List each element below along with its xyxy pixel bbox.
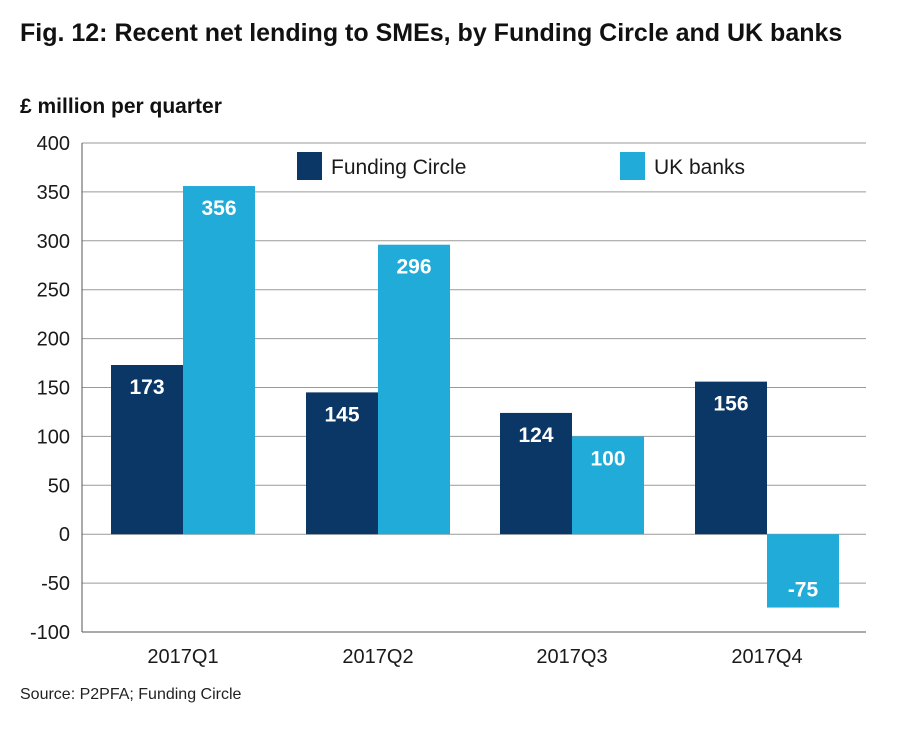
- bar-uk-banks-2017q1: [183, 186, 255, 535]
- x-tick-label: 2017Q3: [536, 646, 607, 668]
- chart-title: Fig. 12: Recent net lending to SMEs, by …: [20, 19, 843, 47]
- bar-uk-banks-2017q2: [378, 244, 450, 535]
- legend-label: Funding Circle: [331, 156, 466, 179]
- x-tick-label: 2017Q1: [147, 646, 218, 668]
- bar-funding-circle-2017q3: [500, 412, 572, 535]
- bar-funding-circle-2017q2: [306, 392, 378, 535]
- y-tick-label: 250: [37, 280, 70, 302]
- x-tick-label: 2017Q2: [342, 646, 413, 668]
- bar-value-label: 173: [129, 376, 164, 399]
- bar-value-label: 100: [590, 447, 625, 470]
- y-tick-label: 150: [37, 378, 70, 400]
- y-tick-label: 100: [37, 426, 70, 448]
- bar-value-label: 356: [201, 197, 236, 220]
- bar-funding-circle-2017q4: [695, 381, 767, 535]
- bar-value-label: -75: [788, 579, 819, 602]
- y-tick-label: 350: [37, 182, 70, 204]
- legend-label: UK banks: [654, 156, 745, 179]
- bar-value-label: 156: [713, 393, 748, 416]
- bar-value-label: 296: [396, 256, 431, 279]
- legend-swatch-uk-banks: [620, 152, 645, 180]
- y-tick-label: 200: [37, 329, 70, 351]
- bar-funding-circle-2017q1: [111, 365, 183, 535]
- y-tick-label: -100: [30, 622, 70, 644]
- bar-uk-banks-2017q3: [572, 436, 644, 535]
- x-tick-label: 2017Q4: [731, 646, 802, 668]
- bars: [111, 186, 839, 608]
- y-tick-label: 50: [48, 475, 70, 497]
- axis-lines: [81, 143, 866, 633]
- bar-value-label: 145: [324, 403, 359, 426]
- legend: Funding Circle UK banks: [297, 152, 745, 180]
- labels: 400 350 300 250 200 150 100 50 0 -50 -100 173 356 201…: [30, 133, 819, 668]
- y-tick-label: 300: [37, 231, 70, 253]
- y-tick-label: 0: [59, 524, 70, 546]
- bar-uk-banks-2017q4: [767, 534, 839, 608]
- y-tick-label: 400: [37, 133, 70, 155]
- bar-value-label: 124: [518, 424, 553, 447]
- unit-label: £ million per quarter: [20, 95, 222, 118]
- y-tick-label: -50: [41, 573, 70, 595]
- legend-swatch-funding-circle: [297, 152, 322, 180]
- source-note: Source: P2PFA; Funding Circle: [20, 686, 242, 703]
